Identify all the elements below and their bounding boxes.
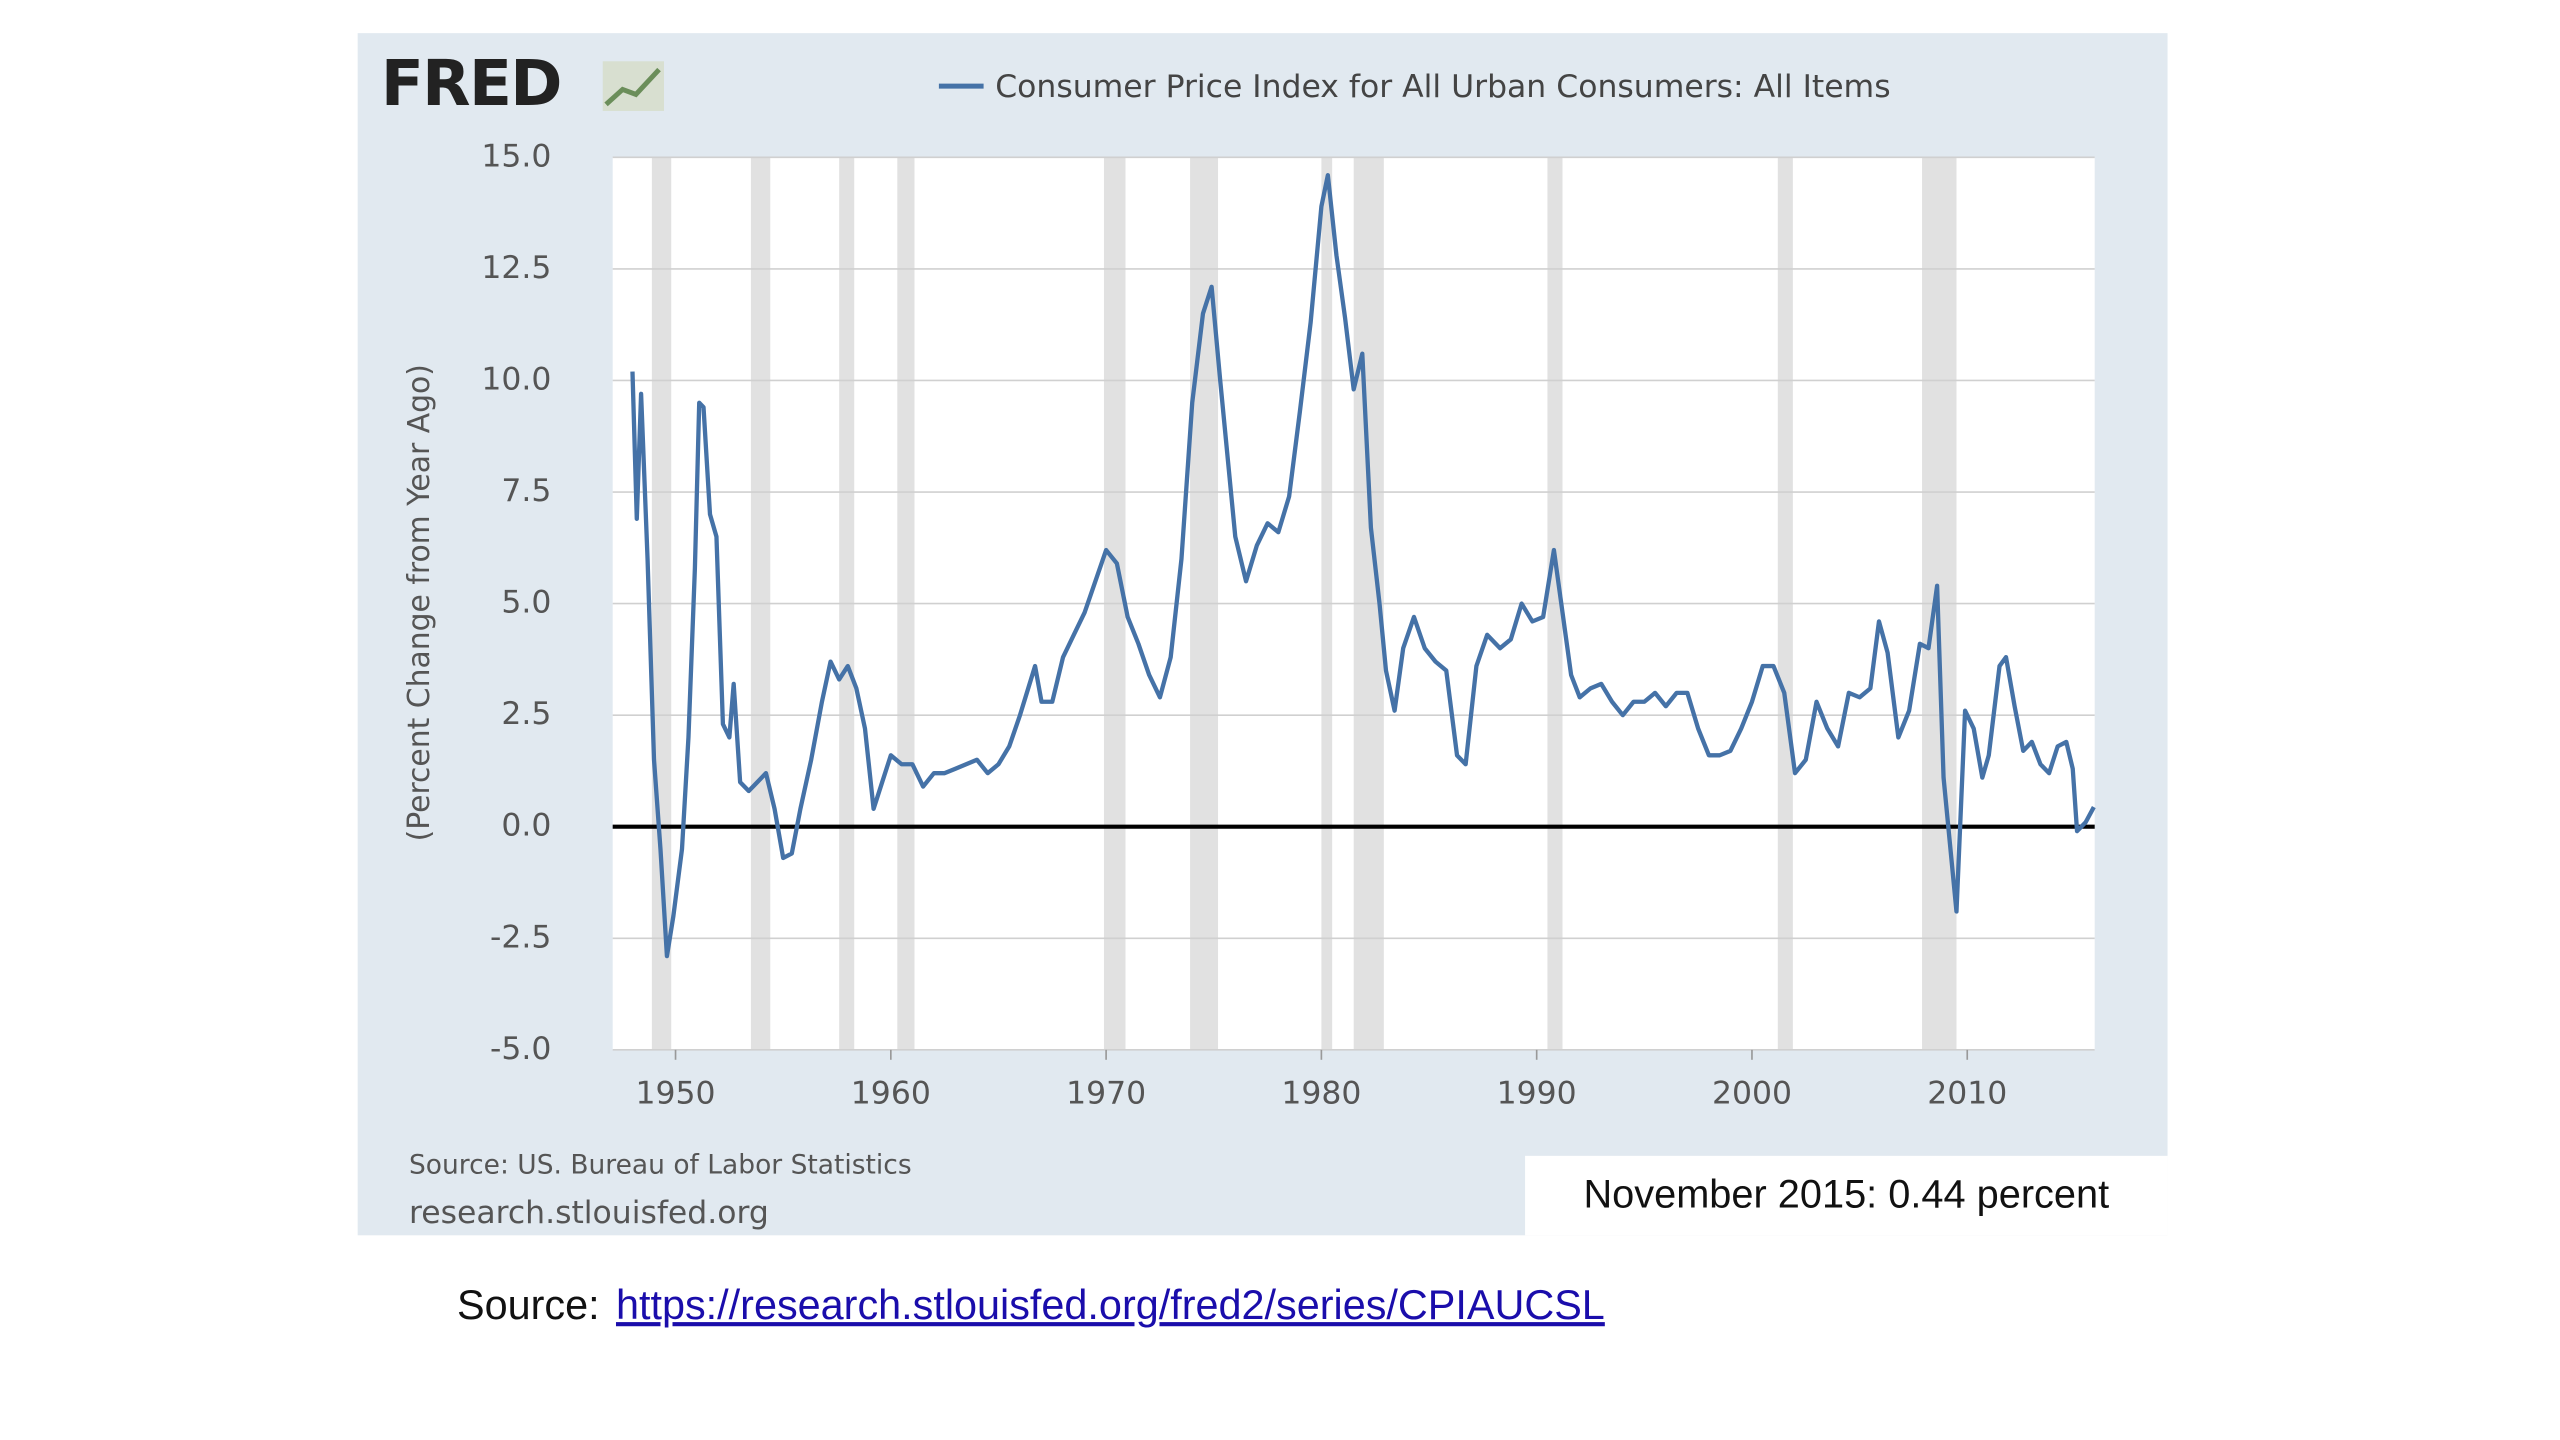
source-text: Source: US. Bureau of Labor Statistics [409, 1149, 912, 1180]
logo-icon [602, 61, 665, 111]
annotation-box [1525, 1155, 2168, 1236]
series-line [630, 173, 2096, 959]
x-tick-label: 2010 [1927, 1076, 2007, 1112]
y-tick-label: -5.0 [490, 1031, 551, 1067]
x-tick-label: 1970 [1066, 1076, 1146, 1112]
annotation: November 2015: 0.44 percent [1583, 1173, 2109, 1217]
y-tick-label: 0.0 [501, 808, 551, 844]
y-tick-label: 5.0 [501, 585, 551, 621]
y-tick-label: 7.5 [501, 473, 551, 509]
legend-label: Consumer Price Index for All Urban Consu… [995, 69, 1890, 105]
logo: FRED [381, 47, 561, 120]
y-tick-label: 2.5 [501, 696, 551, 732]
y-tick-label: 10.0 [481, 361, 551, 397]
x-tick-label: 1950 [636, 1076, 716, 1112]
plot: -5.0 -2.5 0.0 2.5 5.0 7.5 10.0 12.5 15.0 1950 1960… [481, 138, 2096, 1112]
footer-label: Source: [457, 1282, 600, 1328]
y-tick-label: 15.0 [481, 138, 551, 174]
y-tick-label: -2.5 [490, 919, 551, 955]
y-tick-label: 12.5 [481, 250, 551, 286]
footer-link[interactable]: https://research.stlouisfed.org/fred2/se… [616, 1282, 1605, 1328]
y-axis-label: (Percent Change from Year Ago) [402, 364, 437, 841]
x-tick-label: 1960 [851, 1076, 931, 1112]
x-tick-label: 2000 [1712, 1076, 1792, 1112]
x-tick-label: 1990 [1497, 1076, 1577, 1112]
website: research.stlouisfed.org [409, 1195, 769, 1231]
x-tick-label: 1980 [1281, 1076, 1361, 1112]
